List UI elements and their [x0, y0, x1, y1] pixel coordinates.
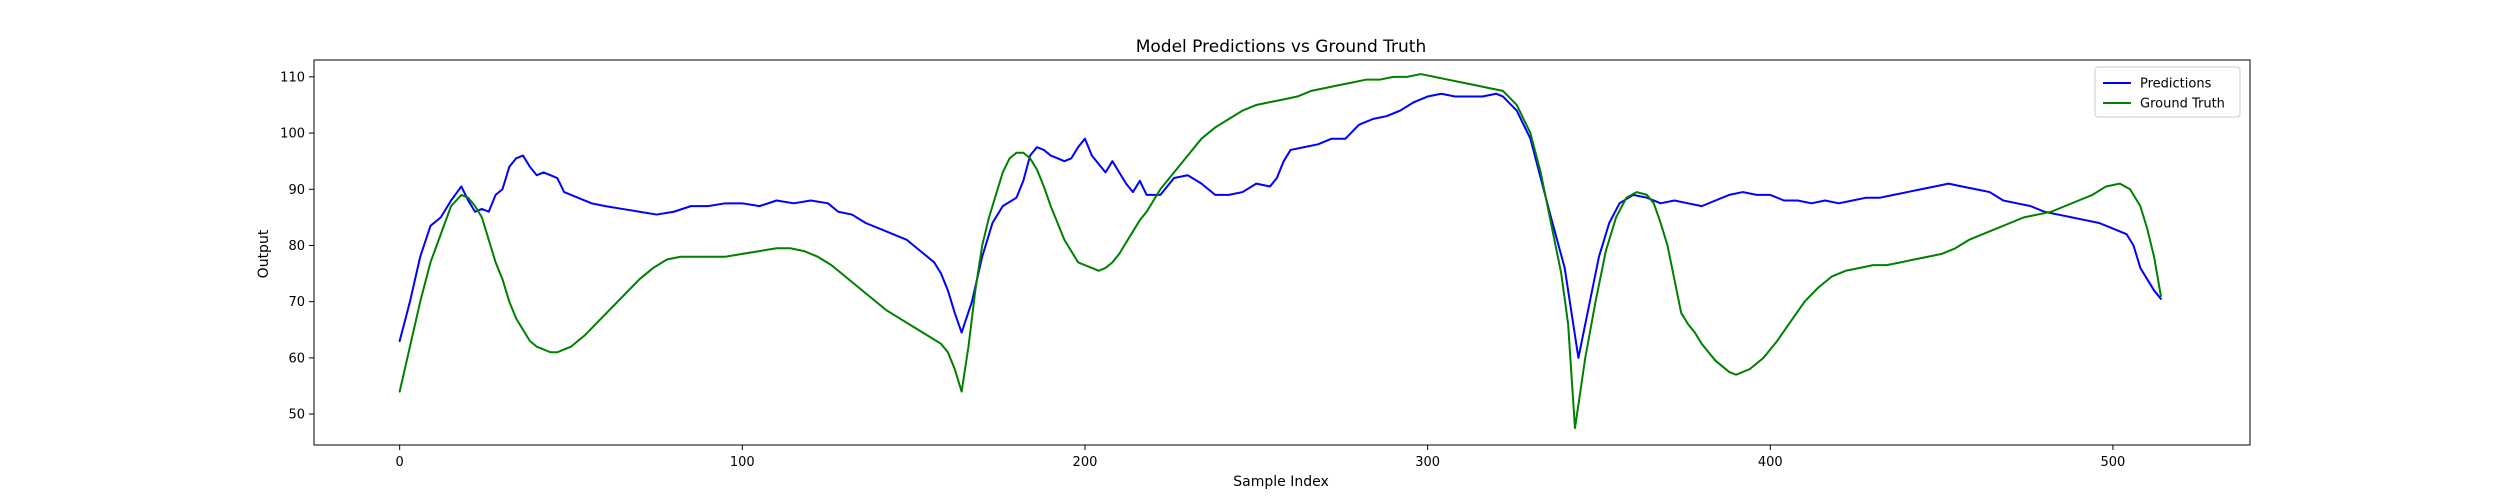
- plot-area: [398, 73, 2162, 430]
- x-tick-label: 0: [396, 455, 404, 470]
- series-line-predictions: [398, 92, 2162, 359]
- x-tick-label: 300: [1415, 455, 1440, 470]
- x-tick-label: 400: [1758, 455, 1783, 470]
- legend: Predictions Ground Truth: [2094, 66, 2241, 118]
- y-tick-label: 80: [288, 239, 305, 254]
- y-tick-label: 100: [280, 127, 305, 142]
- x-tick-label: 100: [730, 455, 755, 470]
- y-tick-label: 90: [288, 183, 305, 198]
- legend-box: [2094, 66, 2241, 118]
- chart-title: Model Predictions vs Ground Truth: [1136, 37, 1427, 57]
- legend-label: Ground Truth: [2140, 97, 2225, 112]
- x-tick-label: 200: [1073, 455, 1098, 470]
- plot-frame: [313, 59, 2251, 446]
- y-tick-label: 60: [288, 351, 305, 366]
- y-tick-label: 110: [280, 70, 305, 85]
- legend-label: Predictions: [2140, 77, 2212, 92]
- x-axis-ticks: 0 100 200 300 400 500: [396, 445, 2126, 470]
- y-tick-label: 70: [288, 295, 305, 310]
- x-tick-label: 500: [2101, 455, 2126, 470]
- y-axis-ticks: 50 60 70 80 90 100 110: [280, 70, 314, 423]
- series-line-ground-truth: [398, 73, 2162, 430]
- x-axis-label: Sample Index: [1233, 474, 1328, 490]
- y-axis-label: Output: [256, 229, 272, 278]
- y-tick-label: 50: [288, 408, 305, 423]
